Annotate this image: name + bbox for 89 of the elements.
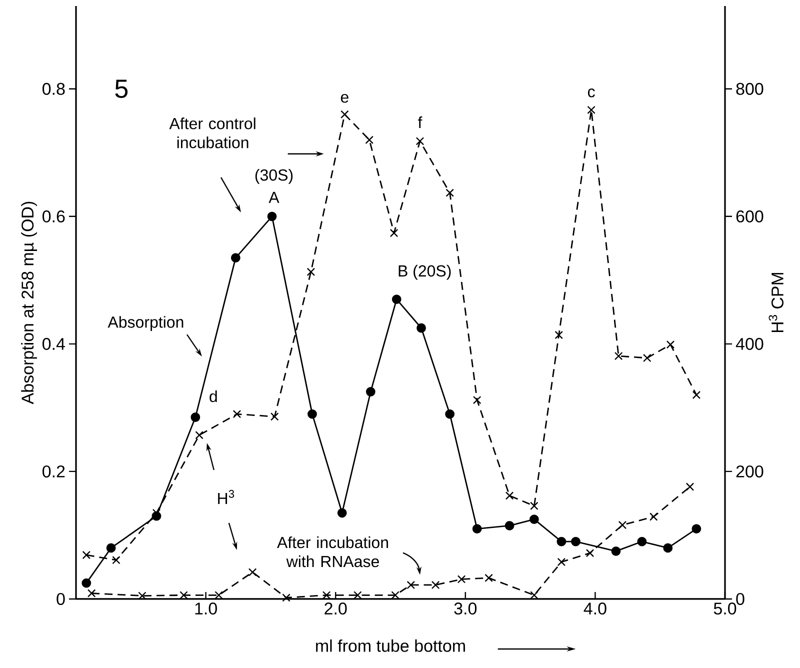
point: [416, 323, 426, 333]
point: [692, 524, 702, 534]
point: [637, 536, 647, 546]
point: [666, 340, 675, 349]
y2-tick-label: 200: [736, 465, 764, 478]
y-axis-title: Absorption at 258 mµ (OD): [21, 202, 37, 404]
point: [306, 268, 316, 276]
annotation: After incubation with RNAase: [277, 536, 388, 568]
annotation: Absorption: [108, 316, 184, 331]
point: [195, 430, 204, 440]
point: [366, 387, 376, 396]
point: [504, 520, 514, 530]
point: [392, 294, 402, 304]
point: [232, 410, 242, 418]
annotation: d: [210, 390, 217, 402]
point: [472, 396, 482, 404]
point: [505, 492, 514, 500]
point: [87, 589, 96, 598]
y-tick-label: 0.8: [42, 82, 65, 95]
x-tick-label: 2.0: [324, 602, 347, 615]
point: [530, 502, 538, 510]
point: [282, 594, 290, 602]
point: [457, 575, 466, 584]
annotation: After control incubation: [169, 118, 256, 148]
y2-tick-label: 400: [736, 338, 764, 350]
annotation: A: [268, 192, 280, 203]
point: [484, 574, 493, 582]
point: [554, 330, 563, 340]
x-tick-label: 3.0: [454, 602, 477, 615]
point: [248, 568, 257, 576]
x-tick-label: 1.0: [195, 602, 217, 615]
point: [322, 591, 331, 600]
point: [614, 352, 623, 360]
point: [82, 550, 91, 560]
point: [214, 591, 223, 600]
point: [190, 412, 200, 422]
point: [365, 136, 374, 144]
point: [611, 546, 621, 556]
annotation: H$^{3}$: [218, 490, 234, 504]
point: [649, 512, 658, 521]
point: [337, 508, 347, 518]
annotation: f: [418, 116, 422, 128]
y2-axis-title: H$^{3}$ CPM: [768, 272, 784, 332]
y-tick-label: 0: [56, 592, 65, 606]
point: [230, 253, 240, 263]
point: [530, 591, 538, 600]
point: [663, 543, 673, 553]
point: [445, 409, 455, 419]
point: [406, 580, 416, 590]
y2-tick-label: 600: [736, 210, 764, 222]
point: [82, 578, 92, 588]
point: [138, 592, 146, 600]
point: [571, 536, 580, 546]
point: [112, 556, 120, 564]
annotation: e: [340, 94, 348, 103]
y-tick-label: 0.2: [42, 465, 65, 478]
point: [529, 514, 539, 524]
point: [472, 524, 482, 534]
annotation: c: [588, 88, 595, 98]
point: [618, 520, 627, 530]
point: [586, 548, 594, 558]
point: [391, 591, 400, 600]
point: [686, 482, 694, 491]
point: [431, 580, 440, 590]
y2-tick-label: 800: [736, 82, 764, 95]
point: [556, 536, 566, 546]
point: [692, 390, 701, 400]
y-tick-label: 0.4: [42, 338, 65, 350]
point: [446, 188, 454, 197]
point: [587, 106, 596, 114]
y2-tick-label: 0: [736, 592, 744, 606]
point: [354, 591, 362, 600]
x-tick-label: 4.0: [584, 602, 606, 615]
x-axis-title: ml from tube bottom: [316, 639, 465, 652]
point: [270, 412, 279, 421]
point: [416, 137, 424, 146]
point: [308, 409, 317, 419]
point: [106, 543, 116, 553]
point: [180, 591, 188, 600]
point: [642, 354, 652, 362]
point: [340, 110, 349, 119]
annotation: B (20S): [398, 264, 451, 280]
point: [267, 212, 277, 222]
point: [390, 228, 398, 238]
point: [557, 558, 566, 566]
y-tick-label: 0.6: [42, 210, 65, 222]
x-tick-label: 5.0: [714, 602, 736, 615]
annotation: (30S): [255, 168, 293, 184]
annotation: 5: [115, 80, 128, 98]
